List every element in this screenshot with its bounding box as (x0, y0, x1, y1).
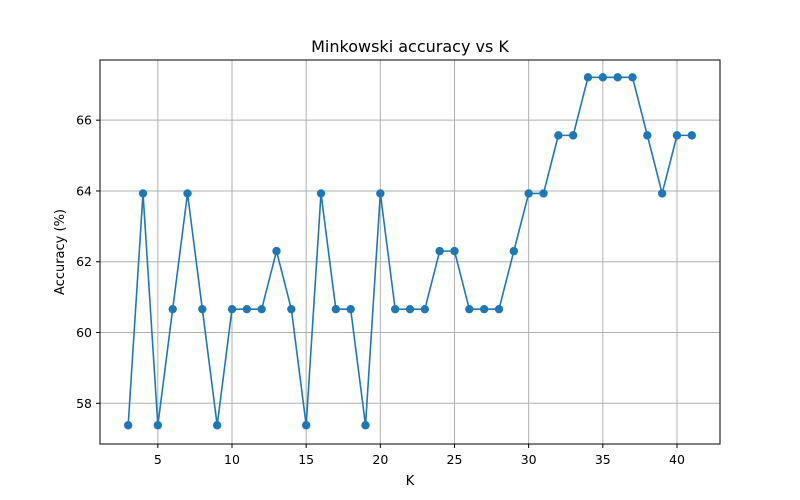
data-point (153, 421, 163, 430)
data-point (376, 189, 385, 198)
data-point (465, 304, 474, 314)
data-point (583, 73, 593, 82)
data-point (657, 189, 667, 198)
data-point (138, 189, 148, 198)
y-axis-label: Accuracy (%) (53, 209, 68, 295)
data-point (613, 73, 622, 82)
y-tick-label: 62 (76, 254, 92, 269)
plot-frame (99, 59, 721, 445)
x-tick-label: 10 (224, 452, 240, 467)
data-point (643, 131, 652, 140)
data-point (672, 131, 682, 140)
data-point (687, 131, 697, 140)
y-tick-label: 64 (76, 183, 92, 198)
data-point (361, 421, 370, 430)
x-tick-label: 35 (595, 452, 611, 467)
data-point (420, 304, 430, 314)
chart-title: Minkowski accuracy vs K (311, 37, 509, 56)
y-tick-label: 60 (76, 325, 92, 340)
data-point (257, 304, 266, 314)
data-point (390, 304, 400, 314)
data-point (405, 304, 415, 314)
x-axis-ticks: 5 10 15 20 25 30 35 40 (154, 444, 685, 467)
y-tick-label: 58 (76, 396, 92, 411)
x-tick-label: 40 (669, 452, 685, 467)
x-tick-label: 20 (372, 452, 388, 467)
x-tick-label: 15 (298, 452, 314, 467)
data-point (287, 304, 296, 314)
y-axis-ticks: 58 60 62 64 66 (76, 113, 100, 411)
x-tick-label: 25 (447, 452, 463, 467)
data-point (168, 304, 177, 314)
data-point (509, 246, 519, 256)
data-point (301, 421, 311, 430)
grid-lines (100, 60, 720, 444)
data-point (346, 304, 355, 314)
data-point (212, 421, 222, 430)
data-point (272, 246, 281, 256)
data-point (554, 131, 563, 140)
data-point (539, 189, 548, 198)
data-point (183, 189, 192, 198)
data-point (316, 189, 326, 198)
series-line (127, 76, 692, 427)
x-tick-label: 30 (521, 452, 537, 467)
x-axis-label: K (406, 474, 415, 489)
data-point (524, 189, 533, 198)
data-point (331, 304, 341, 314)
y-tick-label: 66 (76, 113, 92, 128)
data-point (435, 246, 444, 256)
data-point (568, 131, 578, 140)
data-point (450, 246, 459, 256)
data-point (227, 304, 237, 314)
series-markers (123, 73, 697, 430)
data-point (494, 304, 504, 314)
data-point (479, 304, 489, 314)
x-tick-label: 5 (154, 452, 162, 467)
data-point (242, 304, 252, 314)
data-point (598, 73, 608, 82)
data-point (123, 421, 133, 430)
data-point (198, 304, 207, 314)
data-point (628, 73, 637, 82)
